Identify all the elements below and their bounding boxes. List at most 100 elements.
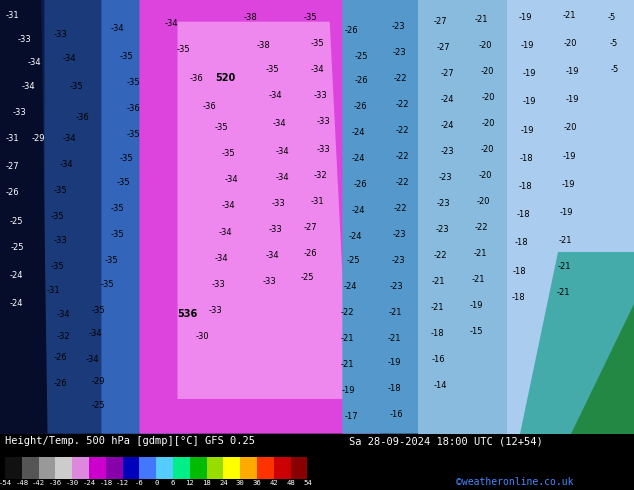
Text: -48: -48 bbox=[15, 480, 29, 486]
Text: -18: -18 bbox=[518, 182, 532, 191]
Text: -19: -19 bbox=[387, 358, 401, 367]
Text: -35: -35 bbox=[104, 256, 118, 265]
Text: -16: -16 bbox=[389, 410, 403, 418]
Text: -20: -20 bbox=[481, 119, 495, 128]
Text: -34: -34 bbox=[164, 19, 178, 28]
Bar bbox=[290, 457, 307, 479]
Text: -16: -16 bbox=[432, 355, 446, 365]
Text: -33: -33 bbox=[53, 236, 67, 245]
Text: -24: -24 bbox=[348, 232, 362, 241]
Text: -27: -27 bbox=[6, 163, 20, 172]
Text: -5: -5 bbox=[607, 13, 616, 22]
Bar bbox=[89, 457, 106, 479]
Text: 520: 520 bbox=[215, 73, 235, 83]
Text: -24: -24 bbox=[351, 128, 365, 137]
Text: -23: -23 bbox=[392, 230, 406, 239]
Text: -25: -25 bbox=[301, 273, 314, 282]
Text: -24: -24 bbox=[343, 282, 357, 291]
Text: -20: -20 bbox=[478, 41, 492, 50]
Text: 0: 0 bbox=[154, 480, 158, 486]
Text: -22: -22 bbox=[340, 308, 354, 317]
Text: -31: -31 bbox=[47, 286, 61, 295]
Text: -18: -18 bbox=[519, 154, 533, 163]
Bar bbox=[123, 457, 139, 479]
Text: -26: -26 bbox=[53, 379, 67, 388]
Text: -19: -19 bbox=[565, 67, 579, 76]
Text: -20: -20 bbox=[476, 197, 490, 206]
Text: -19: -19 bbox=[470, 301, 484, 310]
Text: -22: -22 bbox=[396, 125, 410, 135]
Text: -15: -15 bbox=[470, 327, 484, 336]
Text: -35: -35 bbox=[101, 279, 115, 289]
Text: -21: -21 bbox=[562, 11, 576, 20]
Text: -5: -5 bbox=[611, 65, 619, 74]
Bar bbox=[257, 457, 274, 479]
Text: 54: 54 bbox=[303, 480, 312, 486]
Text: -24: -24 bbox=[351, 154, 365, 163]
Text: -33: -33 bbox=[313, 91, 327, 100]
Text: -35: -35 bbox=[69, 82, 83, 91]
Text: -36: -36 bbox=[126, 104, 140, 113]
Text: -18: -18 bbox=[430, 329, 444, 339]
Text: -35: -35 bbox=[120, 52, 134, 61]
Text: -18: -18 bbox=[513, 267, 527, 275]
Text: 30: 30 bbox=[236, 480, 245, 486]
Text: -24: -24 bbox=[82, 480, 96, 486]
Text: -35: -35 bbox=[215, 123, 229, 132]
Text: Height/Temp. 500 hPa [gdmp][°C] GFS 0.25: Height/Temp. 500 hPa [gdmp][°C] GFS 0.25 bbox=[5, 437, 255, 446]
Text: -33: -33 bbox=[209, 306, 223, 315]
Text: -26: -26 bbox=[354, 76, 368, 85]
Text: -36: -36 bbox=[49, 480, 62, 486]
Polygon shape bbox=[139, 0, 380, 434]
Text: 12: 12 bbox=[186, 480, 194, 486]
Bar bbox=[223, 457, 240, 479]
Text: -42: -42 bbox=[32, 480, 45, 486]
Text: -35: -35 bbox=[117, 178, 131, 187]
Text: -31: -31 bbox=[310, 197, 324, 206]
Text: -35: -35 bbox=[120, 154, 134, 163]
Text: -38: -38 bbox=[243, 13, 257, 22]
Polygon shape bbox=[520, 251, 634, 434]
Text: -12: -12 bbox=[116, 480, 129, 486]
Text: -33: -33 bbox=[53, 30, 67, 39]
Bar bbox=[139, 457, 156, 479]
Text: -18: -18 bbox=[512, 293, 526, 301]
Text: -26: -26 bbox=[353, 180, 367, 189]
Bar bbox=[274, 457, 290, 479]
Text: Sa 28-09-2024 18:00 UTC (12+54): Sa 28-09-2024 18:00 UTC (12+54) bbox=[349, 437, 543, 446]
Text: -33: -33 bbox=[316, 145, 330, 154]
Text: -33: -33 bbox=[262, 277, 276, 286]
Text: 42: 42 bbox=[269, 480, 278, 486]
Bar bbox=[72, 457, 89, 479]
Text: -22: -22 bbox=[394, 204, 408, 213]
Bar bbox=[240, 457, 257, 479]
Text: -35: -35 bbox=[221, 149, 235, 158]
Text: -23: -23 bbox=[391, 22, 405, 30]
Text: -19: -19 bbox=[342, 386, 356, 395]
Text: -23: -23 bbox=[392, 48, 406, 56]
Text: -21: -21 bbox=[340, 334, 354, 343]
Bar bbox=[22, 457, 39, 479]
Text: -24: -24 bbox=[9, 271, 23, 280]
Text: -26: -26 bbox=[353, 102, 367, 111]
Polygon shape bbox=[571, 304, 634, 434]
Text: -31: -31 bbox=[6, 11, 20, 20]
Text: 36: 36 bbox=[253, 480, 261, 486]
Text: -21: -21 bbox=[475, 15, 489, 24]
Polygon shape bbox=[0, 0, 48, 434]
Text: -34: -34 bbox=[266, 251, 280, 260]
Text: -18: -18 bbox=[516, 210, 530, 219]
Text: -34: -34 bbox=[275, 147, 289, 156]
Text: -21: -21 bbox=[389, 308, 403, 317]
Text: -34: -34 bbox=[63, 134, 77, 143]
Text: -21: -21 bbox=[556, 288, 570, 297]
Text: -20: -20 bbox=[480, 67, 494, 76]
Text: -25: -25 bbox=[347, 256, 361, 265]
Bar bbox=[207, 457, 224, 479]
Text: -19: -19 bbox=[565, 95, 579, 104]
Text: 24: 24 bbox=[219, 480, 228, 486]
Text: -23: -23 bbox=[437, 199, 451, 208]
Text: -20: -20 bbox=[564, 123, 578, 132]
Text: -25: -25 bbox=[354, 52, 368, 61]
Text: -26: -26 bbox=[304, 249, 318, 258]
